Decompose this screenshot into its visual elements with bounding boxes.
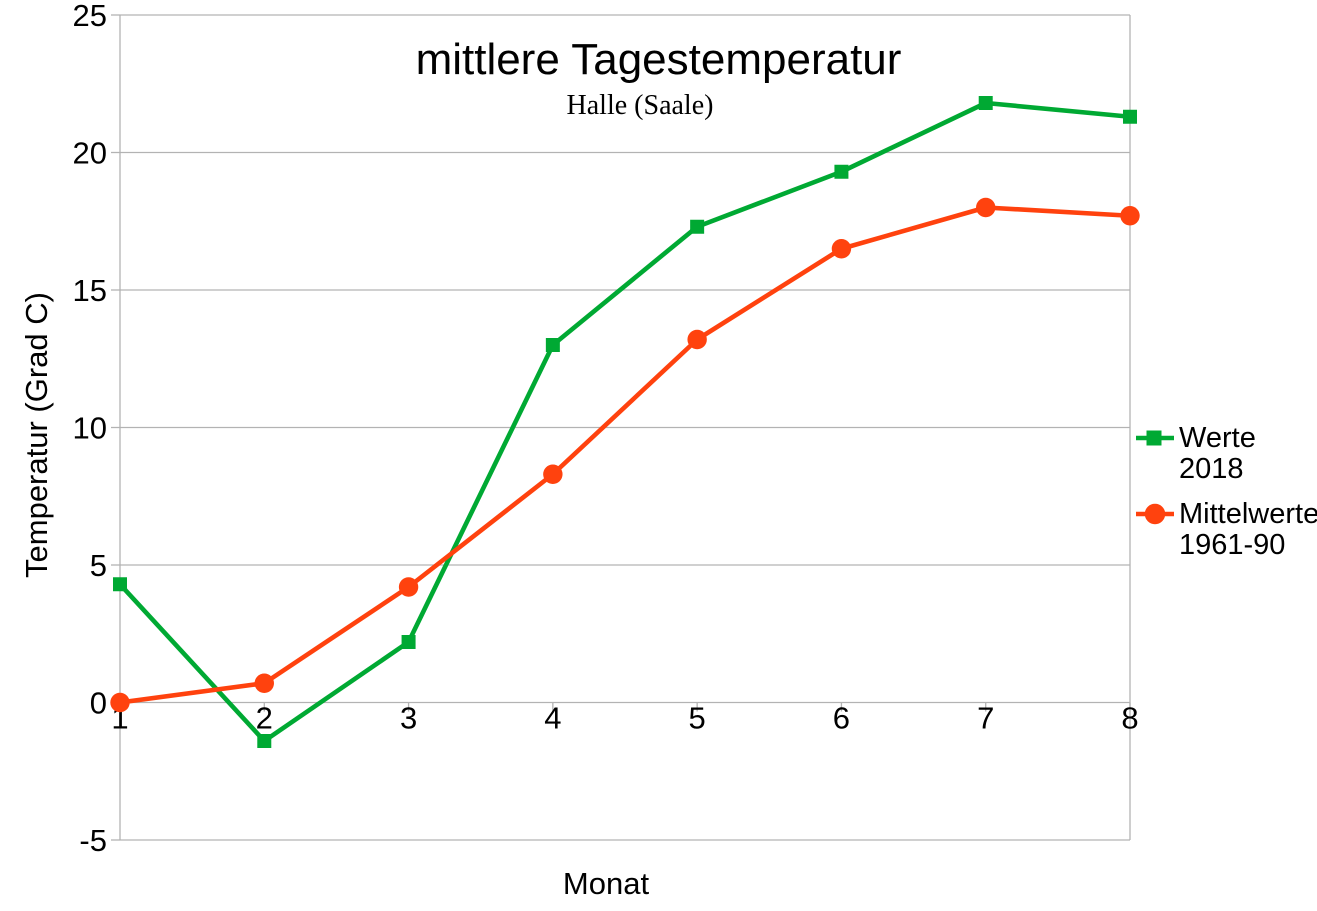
circle-marker-icon [1136,503,1174,525]
data-point-square [1123,109,1137,124]
legend-entry-werte-2018: Werte 2018 [1136,423,1317,485]
x-axis-title: Monat [562,866,650,901]
chart-subtitle: Halle (Saale) [566,90,714,121]
y-tick-label: 0 [90,686,107,721]
y-tick-label: 20 [73,136,107,171]
data-point-square [978,96,993,110]
y-tick-label: -5 [79,823,107,858]
legend: Werte 2018 Mittelwerte 1961-90 [1136,423,1317,561]
x-tick-label: 4 [544,701,561,736]
legend-entry-mittelwerte-1961-90: Mittelwerte 1961-90 [1136,499,1317,561]
data-point-circle [687,329,707,350]
y-tick-label: 10 [73,411,107,446]
data-point-circle [831,239,852,259]
data-point-square [113,577,127,592]
data-point-circle [976,197,996,218]
y-tick-label: 5 [90,548,107,583]
series-line-square [118,100,1131,744]
legend-label-line: Mittelwerte [1179,498,1317,530]
data-point-square [834,164,849,179]
data-point-square [401,635,416,649]
data-point-circle [110,692,130,713]
square-marker-icon [1136,430,1174,446]
data-point-circle [254,673,274,693]
data-point-square [257,734,272,748]
x-tick-label: 5 [689,701,706,736]
x-tick-label: 3 [400,701,417,736]
y-tick-label: 25 [73,0,107,33]
x-tick-label: 2 [256,701,273,736]
x-tick-label: 7 [977,701,994,736]
legend-label-line: 1961-90 [1179,529,1286,561]
data-point-square [690,219,705,234]
data-point-square [545,338,560,352]
legend-label-line: Werte [1179,422,1256,454]
x-tick-label: 8 [1121,701,1138,736]
y-tick-label: 15 [73,273,107,308]
chart-title: mittlere Tagestemperatur [415,35,902,84]
legend-label-line: 2018 [1179,453,1244,485]
series-line-circle [119,205,1131,705]
x-tick-label: 6 [833,701,850,736]
data-point-circle [398,577,419,597]
data-point-circle [543,464,563,484]
data-point-circle [1120,206,1140,226]
